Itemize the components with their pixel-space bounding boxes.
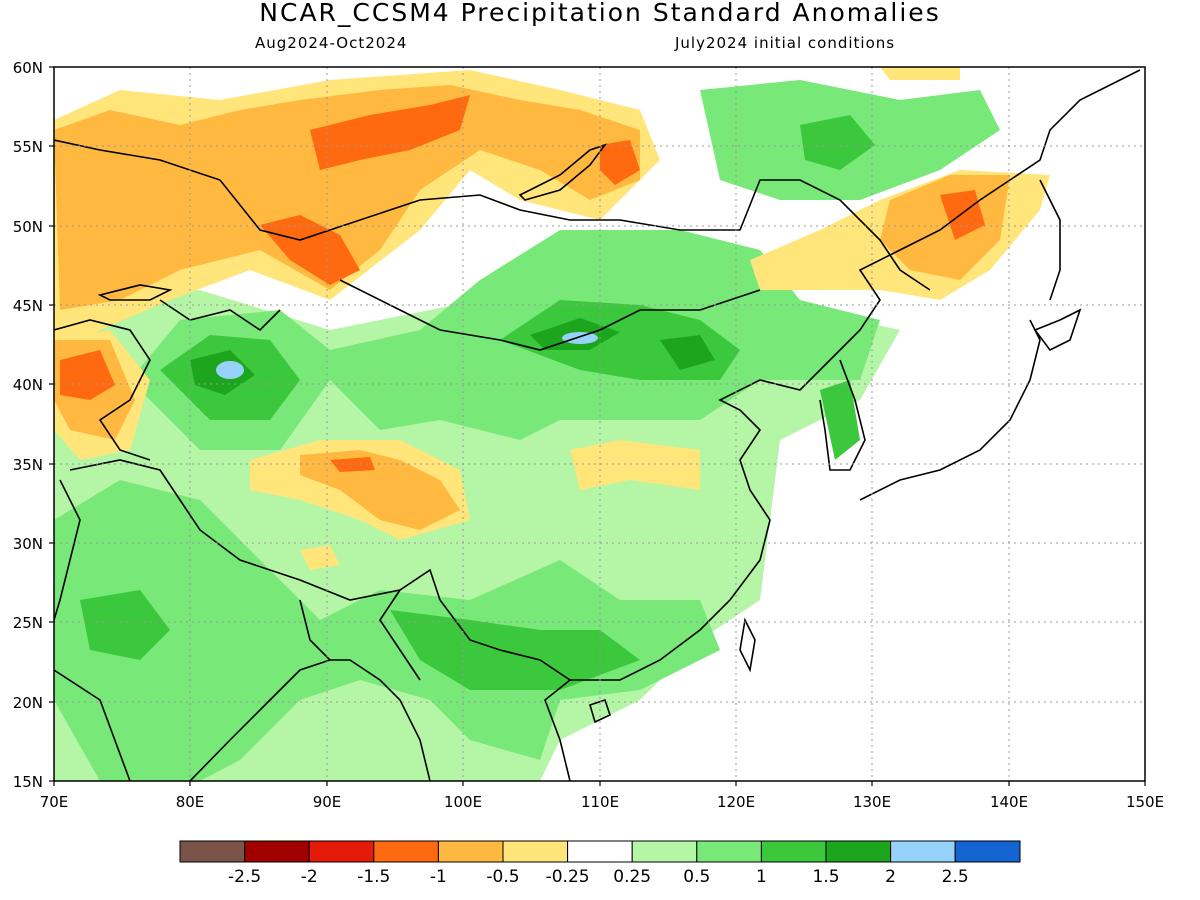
anomaly-region-darkorange-baikal xyxy=(600,140,640,185)
colorbar-swatch-3 xyxy=(308,840,375,863)
colorbar-label: -0.5 xyxy=(486,867,519,887)
colorbar-labels: -2.5 -2 -1.5 -1 -0.5 -0.25 0.25 0.5 1 1.… xyxy=(228,867,969,887)
coastline-taiwan xyxy=(739,617,756,673)
coastline-korea xyxy=(819,359,866,471)
land-outline xyxy=(54,69,1141,781)
anomaly-region-yellow-far-north xyxy=(880,67,960,80)
border-kazakh-china xyxy=(159,299,281,332)
coastline-india xyxy=(54,669,131,781)
axis-ticks xyxy=(49,66,1146,786)
anomaly-region-darkgreen-korea xyxy=(820,380,860,460)
longitude-labels: 70E 80E 90E 100E 110E 120E 130E 140E 150… xyxy=(40,793,1164,811)
coastline-hokkaido xyxy=(1033,308,1082,352)
anomaly-region-orange-west-siberia xyxy=(54,85,640,310)
colorbar-swatch-11 xyxy=(825,840,892,863)
anomaly-region-yellow-central-china xyxy=(570,440,700,490)
lon-label-130e: 130E xyxy=(853,793,891,811)
colorbar-label: -0.25 xyxy=(546,867,590,887)
coastline-southeast-asia xyxy=(544,69,1141,781)
coastline-sakhalin xyxy=(1039,179,1061,301)
lat-label-15n: 15N xyxy=(13,773,43,791)
anomaly-region-darkorange-manchuria xyxy=(940,190,985,240)
border-russia-mongolia-china xyxy=(54,139,931,291)
border-india-myanmar xyxy=(299,589,421,681)
lat-label-25n: 25N xyxy=(13,614,43,632)
lat-label-35n: 35N xyxy=(13,456,43,474)
colorbar-label: 1 xyxy=(756,867,767,887)
colorbar-swatch-1 xyxy=(179,840,246,863)
map-title: NCAR_CCSM4 Precipitation Standard Anomal… xyxy=(259,0,941,27)
latitude-labels: 15N 20N 25N 30N 35N 40N 45N 50N 55N 60N xyxy=(13,59,43,791)
border-india-pakistan xyxy=(54,479,81,621)
initial-conditions: July2024 initial conditions xyxy=(675,34,896,52)
lon-label-120e: 120E xyxy=(717,793,755,811)
colorbar-swatch-2 xyxy=(244,840,310,863)
anomaly-spot-blue-west xyxy=(216,361,244,379)
lon-label-110e: 110E xyxy=(581,793,619,811)
colorbar-swatch-6 xyxy=(502,840,569,863)
lon-label-100e: 100E xyxy=(444,793,482,811)
anomaly-region-darkgreen-india xyxy=(80,590,170,660)
lake-balkhash xyxy=(97,284,173,301)
colorbar-label: 2.5 xyxy=(942,867,969,887)
lat-label-50n: 50N xyxy=(13,218,43,236)
colorbar-label: 2 xyxy=(885,867,896,887)
colorbar-swatch-13 xyxy=(954,840,1021,863)
lon-label-140e: 140E xyxy=(990,793,1028,811)
border-central-asia xyxy=(54,319,151,461)
colorbar-label: -2.5 xyxy=(228,867,261,887)
colorbar-swatch-10 xyxy=(760,840,827,863)
lake-baikal xyxy=(518,143,608,201)
anomaly-region-darkorange-altai xyxy=(260,215,360,285)
lat-label-20n: 20N xyxy=(13,694,43,712)
lat-label-40n: 40N xyxy=(13,376,43,394)
colorbar-swatch-7 xyxy=(567,840,633,863)
lon-label-80e: 80E xyxy=(176,793,205,811)
colorbar-swatch-9 xyxy=(696,840,762,863)
border-tibet-south xyxy=(69,459,441,601)
lon-label-150e: 150E xyxy=(1126,793,1164,811)
colorbar-swatch-5 xyxy=(437,840,504,863)
border-mongolia-china xyxy=(339,279,761,351)
border-china-southeast xyxy=(439,599,571,681)
colorbar-label: -2 xyxy=(301,867,318,887)
colorbar-swatch-8 xyxy=(631,840,698,863)
anomaly-region-darkorange-pamir xyxy=(60,350,115,400)
colorbar-label: 0.5 xyxy=(683,867,710,887)
colorbar-swatch-4 xyxy=(373,840,439,863)
lat-label-45n: 45N xyxy=(13,297,43,315)
anomaly-region-deepgreen-north-china xyxy=(660,335,715,370)
forecast-period: Aug2024-Oct2024 xyxy=(255,34,408,52)
colorbar-label: -1.5 xyxy=(357,867,390,887)
colorbar xyxy=(179,840,1021,863)
colorbar-swatch-12 xyxy=(890,840,956,863)
anomaly-region-darkgreen-indochina xyxy=(390,610,640,690)
lat-label-60n: 60N xyxy=(13,59,43,77)
colorbar-label: 1.5 xyxy=(812,867,839,887)
lat-label-30n: 30N xyxy=(13,535,43,553)
map-grid xyxy=(54,67,1145,781)
anomaly-region-darkorange-tibet xyxy=(330,457,375,472)
anomaly-field xyxy=(54,67,1050,781)
lon-label-70e: 70E xyxy=(40,793,69,811)
colorbar-label: -1 xyxy=(430,867,447,887)
colorbar-label: 0.25 xyxy=(613,867,651,887)
anomaly-region-darkorange-siberia xyxy=(310,95,470,170)
lon-label-90e: 90E xyxy=(313,793,342,811)
anomaly-region-darkgreen-siberia xyxy=(800,115,875,170)
anomaly-spot-blue-mongolia xyxy=(562,332,598,344)
coastline-bay-of-bengal xyxy=(189,659,431,781)
anomaly-region-yellow-south-tibet xyxy=(300,545,340,570)
coastline-japan xyxy=(859,319,1041,501)
lat-label-55n: 55N xyxy=(13,138,43,156)
